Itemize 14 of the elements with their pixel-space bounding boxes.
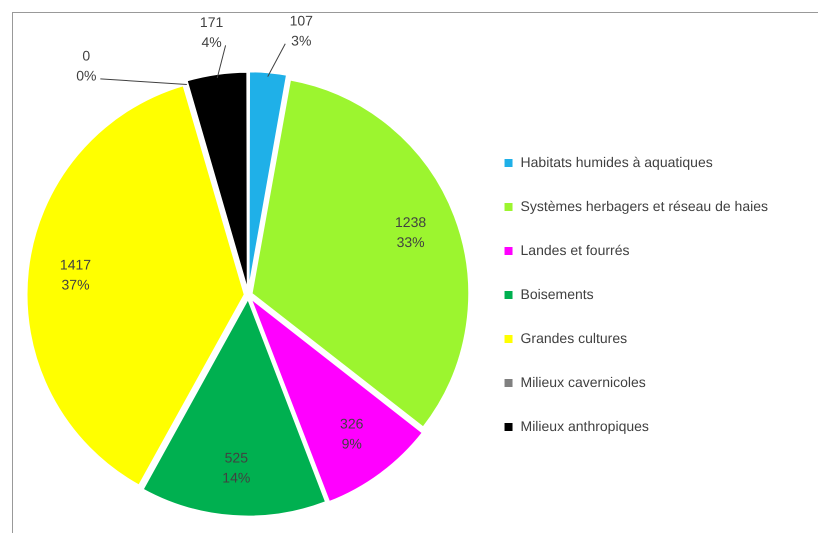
legend-label: Milieux cavernicoles (520, 374, 646, 390)
legend-label: Grandes cultures (520, 330, 628, 346)
data-label: 525 14% (222, 449, 250, 486)
data-label: 171 4% (200, 14, 224, 50)
data-label: 326 9% (340, 416, 364, 452)
legend-label: Boisements (520, 286, 594, 302)
legend-label: Habitats humides à aquatiques (520, 154, 713, 170)
data-label: 107 3% (290, 12, 314, 49)
text: 0 0% (76, 48, 96, 84)
data-label: 1417 37% (60, 256, 92, 293)
legend-label: Milieux anthropiques (520, 418, 649, 434)
legend-label: Systèmes herbagers et réseau de haies (520, 198, 768, 214)
data-label: 1238 33% (395, 214, 426, 250)
legend-label: Landes et fourrés (520, 242, 630, 258)
